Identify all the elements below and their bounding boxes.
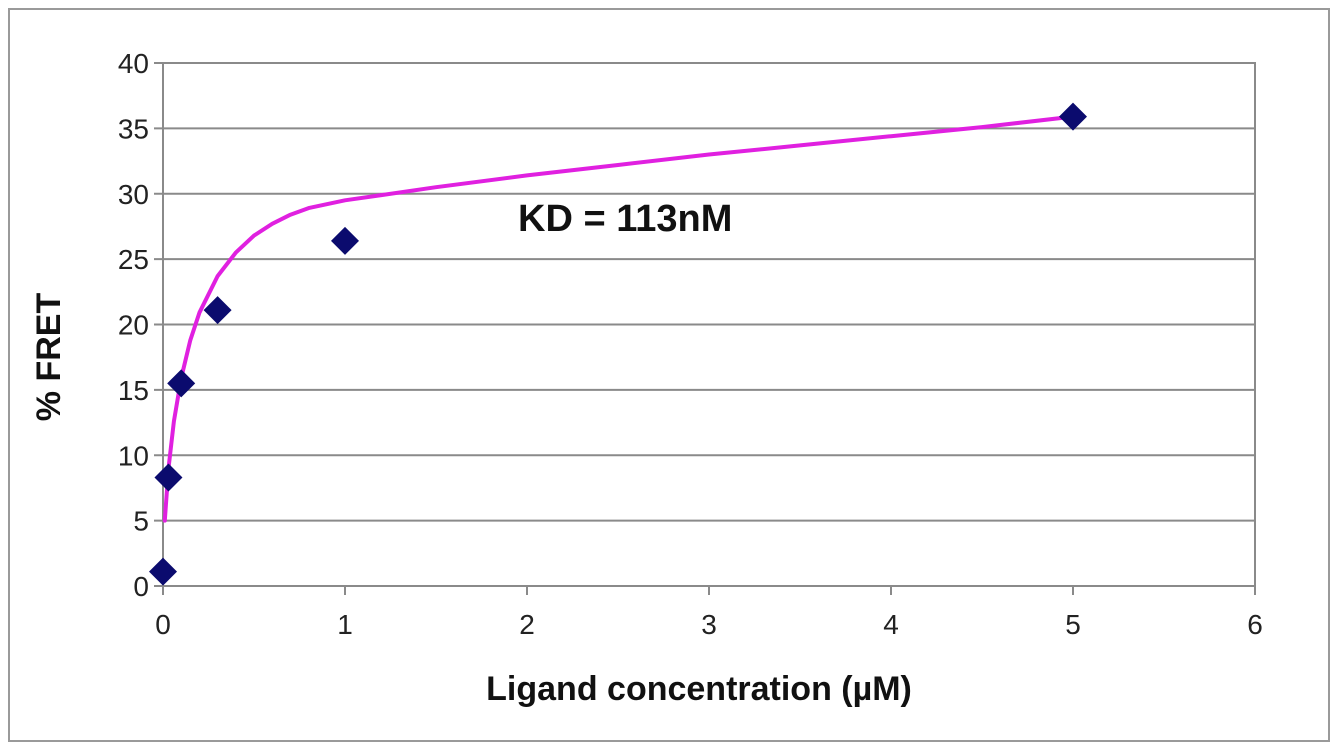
fit-curve — [162, 114, 1075, 523]
y-tick-label: 40 — [118, 48, 149, 79]
y-tick-label: 20 — [118, 310, 149, 341]
y-axis-title: % FRET — [30, 293, 68, 422]
y-tick-label: 0 — [133, 571, 149, 602]
axes — [154, 62, 1256, 595]
x-tick-label: 6 — [1247, 609, 1263, 640]
fret-binding-chart: 0 5 10 15 20 25 30 35 40 0 1 2 3 4 5 6 KD = 113nM Liga… — [30, 48, 1263, 708]
data-point — [154, 463, 183, 492]
data-points — [149, 102, 1087, 586]
y-tick-label: 15 — [118, 375, 149, 406]
x-tick-label: 4 — [883, 609, 899, 640]
x-tick-label: 2 — [519, 609, 535, 640]
y-tick-label: 10 — [118, 440, 149, 471]
kd-annotation: KD = 113nM — [518, 198, 732, 240]
data-point — [1059, 102, 1087, 131]
chart-frame: 0 5 10 15 20 25 30 35 40 0 1 2 3 4 5 6 KD = 113nM Liga… — [8, 8, 1330, 742]
y-tick-label: 35 — [118, 113, 149, 144]
y-tick-label: 5 — [133, 506, 149, 537]
x-tick-labels: 0 1 2 3 4 5 6 — [155, 609, 1263, 640]
x-tick-label: 5 — [1065, 609, 1081, 640]
x-axis-title: Ligand concentration (µM) — [486, 670, 912, 708]
data-point — [331, 226, 359, 255]
y-tick-label: 30 — [118, 179, 149, 210]
y-tick-labels: 0 5 10 15 20 25 30 35 40 — [118, 48, 149, 602]
y-tick-label: 25 — [118, 244, 149, 275]
data-point — [149, 557, 177, 586]
data-point — [203, 296, 232, 325]
x-tick-label: 3 — [701, 609, 717, 640]
data-point — [167, 369, 196, 398]
x-tick-label: 1 — [337, 609, 353, 640]
x-tick-label: 0 — [155, 609, 171, 640]
